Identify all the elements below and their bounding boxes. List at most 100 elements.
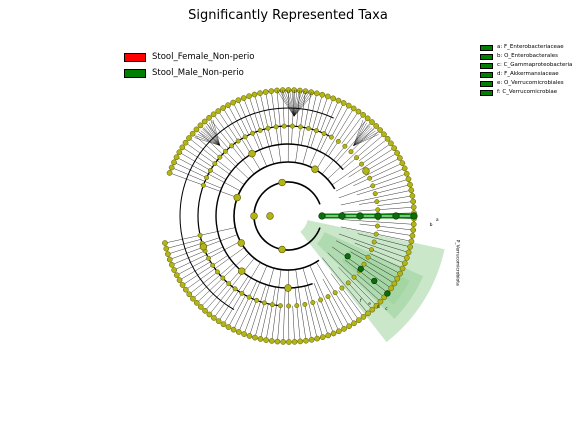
inner-node: [298, 124, 303, 130]
leaf-node: [397, 270, 403, 277]
branch-line: [204, 270, 241, 311]
inner-node: [229, 143, 235, 149]
branch-line: [243, 97, 263, 149]
leaf-node: [171, 159, 177, 166]
branch-node: [284, 284, 292, 292]
branch-line: [182, 147, 213, 168]
branch-line: [218, 110, 239, 142]
inner-node: [286, 303, 292, 309]
branch-line: [327, 129, 381, 180]
legend-label-female: Stool_Female_Non-perio: [152, 52, 255, 62]
leaf-node: [241, 331, 247, 337]
leaf-node: [408, 187, 415, 194]
branch-line: [260, 303, 269, 340]
fan-branch-top: [279, 90, 295, 117]
male-clade-node: [356, 212, 364, 220]
inner-node: [339, 285, 345, 291]
fan-branch-top: [293, 91, 305, 117]
fan-branch-top: [284, 89, 295, 117]
fan-branch-upper-right: [353, 124, 369, 146]
leaf-node: [345, 102, 352, 109]
branch-line: [342, 134, 385, 170]
branch-line: [359, 223, 414, 231]
inner-node: [242, 134, 248, 140]
branch-line: [357, 233, 411, 248]
branch-line: [265, 91, 273, 128]
inner-node: [335, 138, 341, 144]
fan-branch-upper-right: [353, 129, 374, 146]
clade-letter-b: b: [430, 222, 433, 228]
leaf-node: [351, 320, 357, 327]
inner-node: [371, 239, 377, 245]
branch-node: [278, 178, 286, 187]
branch-line: [302, 94, 323, 165]
branch-line: [322, 257, 369, 314]
leaf-node: [407, 181, 413, 188]
branch-line: [377, 201, 414, 206]
branch-node: [362, 167, 370, 175]
inner-node: [313, 128, 319, 134]
branch-line: [277, 305, 281, 342]
taxa-legend-label-c: c: C_Gammaproteobacteria: [497, 62, 573, 68]
leaf-node: [257, 90, 263, 96]
branch-line: [320, 98, 334, 133]
branch-line: [371, 168, 405, 183]
branch-line: [344, 259, 388, 294]
leaf-node: [324, 93, 331, 100]
branch-line: [363, 264, 395, 284]
branch-line: [313, 283, 334, 334]
leaf-node: [303, 337, 309, 344]
leaf-node: [246, 333, 253, 339]
leaf-node: [369, 306, 376, 313]
leaf-node: [403, 170, 410, 177]
leaf-node: [173, 154, 180, 161]
leaf-node: [410, 227, 417, 233]
inner-node: [207, 168, 213, 173]
leaf-node: [410, 198, 417, 205]
male-clade-node: [344, 253, 351, 260]
clade-highlight-order: [341, 248, 410, 305]
branch-line: [182, 255, 228, 286]
leaf-node: [176, 149, 183, 156]
inner-node: [302, 301, 308, 307]
fan-branch-upper-right: [353, 125, 371, 146]
inner-node: [223, 148, 228, 154]
inner-node: [281, 123, 287, 129]
inner-node: [365, 254, 371, 260]
leaf-node: [350, 105, 357, 112]
taxa-legend-label-a: a: F_Enterobacteriaceae: [497, 44, 564, 50]
leaf-node: [405, 176, 412, 183]
branch-line: [276, 90, 282, 145]
leaf-node: [220, 105, 226, 111]
fan-branch-upper-left: [210, 121, 221, 146]
branch-line: [319, 102, 344, 152]
fan-branch-upper-left: [195, 135, 220, 146]
tree-ring-4: [197, 125, 334, 307]
leaf-node: [286, 339, 292, 345]
branch-line: [209, 258, 255, 315]
leaf-node: [401, 165, 408, 172]
tree-ring-5: [179, 107, 334, 310]
branch-line: [254, 94, 274, 164]
branch-line: [233, 280, 258, 330]
leaf-node: [268, 338, 275, 344]
branch-line: [282, 287, 286, 342]
leaf-node: [360, 111, 366, 118]
leaf-node: [355, 108, 362, 115]
branch-line: [374, 241, 409, 253]
inner-node: [278, 303, 283, 309]
male-clade-node: [338, 212, 346, 220]
branch-node: [250, 212, 258, 220]
fan-branch-top: [281, 90, 295, 117]
branch-node: [248, 149, 256, 158]
leaf-node: [176, 277, 183, 283]
leaf-node: [257, 336, 264, 342]
branch-line: [173, 162, 207, 178]
branch-line: [192, 133, 221, 158]
fan-branch-upper-left: [200, 130, 221, 146]
leaf-node: [391, 280, 398, 287]
leaf-node: [168, 261, 175, 268]
inner-node: [375, 207, 381, 213]
inner-node: [342, 143, 348, 149]
branch-line: [192, 263, 234, 299]
